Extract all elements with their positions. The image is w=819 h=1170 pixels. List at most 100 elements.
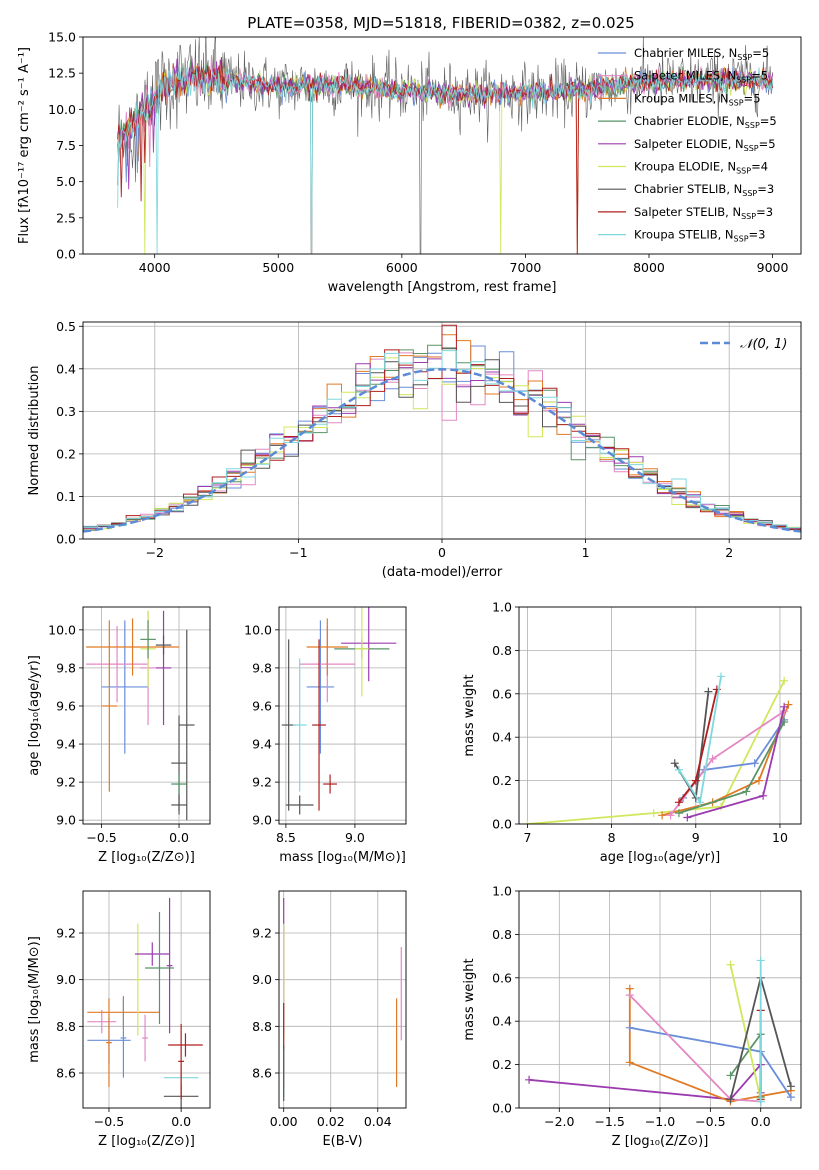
legend-name: Chabrier ELODIE [634, 114, 729, 128]
y-tick-label: 7.5 [56, 138, 76, 153]
x-tick-label: −0.5 [695, 1114, 725, 1129]
legend-nssp-prefix: , N [720, 69, 736, 83]
y-tick-label: 2.5 [56, 210, 76, 225]
legend-nssp-eq: = [757, 182, 767, 196]
y-axis-label: Normed distribution [27, 366, 42, 496]
y-tick-label: 10.0 [48, 102, 76, 117]
spectrum-line-0 [117, 66, 774, 183]
y-tick-label: 0.0 [56, 532, 76, 547]
y-tick-label: 0.8 [492, 643, 512, 658]
panel-z-age: −0.5 0.0 9.0 9.2 9.4 9.6 9.8 10.0 Z [log₁₀(Z/Z⊙)… [27, 606, 211, 865]
weight-marker [625, 1058, 634, 1067]
x-tick-label: −2.0 [544, 1114, 574, 1129]
legend-nssp-prefix: , N [718, 228, 734, 242]
weight-marker [704, 687, 713, 696]
x-axis-label: age [log₁₀(age/yr)] [600, 850, 721, 865]
legend-label: Salpeter ELODIE, NSSP=5 [634, 137, 776, 153]
legend-nssp-value: 5 [768, 137, 775, 151]
axes-frame [82, 36, 802, 255]
legend-label: Chabrier MILES, NSSP=5 [634, 46, 769, 62]
weight-line-3 [678, 721, 785, 814]
legend-label: Kroupa STELIB, NSSP=3 [634, 228, 766, 244]
y-tick-label: 9.0 [252, 972, 272, 987]
x-axis-label: mass [log₁₀(M/M⊙)] [279, 850, 406, 865]
legend-nssp-eq: = [749, 228, 759, 242]
weight-marker [726, 1071, 735, 1080]
legend-label: Kroupa MILES, NSSP=5 [634, 91, 761, 107]
legend-nssp-prefix: , N [729, 114, 745, 128]
legend-nssp-eq: = [760, 114, 770, 128]
axes-frame [82, 606, 211, 825]
legend-nssp-sub: SSP [741, 212, 756, 221]
y-tick-label: 0.4 [492, 1014, 512, 1029]
legend-nssp-value: 3 [767, 182, 774, 196]
y-tick-label: 0.4 [492, 730, 512, 745]
weight-line-4 [687, 706, 786, 819]
x-axis-label: Z [log₁₀(Z/Z⊙)] [98, 850, 195, 865]
x-tick-label: 9.0 [345, 830, 365, 845]
legend-label: Salpeter STELIB, NSSP=3 [634, 205, 773, 221]
y-tick-label: 9.2 [56, 775, 76, 790]
y-tick-label: 0.4 [56, 361, 76, 376]
y-axis-label: Flux [fλ10⁻¹⁷ erg cm⁻² s⁻¹ A⁻¹] [17, 47, 32, 244]
weight-marker [759, 791, 768, 800]
weight-marker [750, 759, 759, 768]
panel-z-weight: −2.0 −1.5 −1.0 −0.5 0.0 0.0 0.2 0.4 0.6 0.8 1.0 Z [… [462, 884, 802, 1149]
panel-z-mass: −0.5 0.0 8.6 8.8 9.0 9.2 Z [log₁₀(Z/Z⊙)] mass [… [27, 890, 211, 1149]
weight-marker [708, 754, 717, 763]
panel-age-weight: 7 8 9 10 0.0 0.2 0.4 0.6 0.8 1.0 age [log₁₀(age/yr… [462, 600, 802, 865]
plot-area-mass-age [281, 607, 397, 815]
axes-frame [518, 890, 802, 1109]
y-tick-label: 12.5 [48, 66, 76, 81]
x-tick-label: 0.04 [364, 1114, 392, 1129]
x-tick-label: 0.0 [751, 1114, 771, 1129]
axes-frame [278, 606, 407, 825]
panel-spectrum: 4000 5000 6000 7000 8000 9000 0.0 2.5 5.0 7.5 10.0… [17, 14, 802, 295]
legend-label: Chabrier ELODIE, NSSP=5 [634, 114, 777, 130]
panel-mass-age: 8.5 9.0 9.0 9.2 9.4 9.6 9.8 10.0 mass [log₁₀(M/M… [244, 606, 407, 865]
weight-marker [625, 1023, 634, 1032]
x-tick-label: 7 [523, 830, 531, 845]
x-tick-label: −0.5 [94, 1114, 124, 1129]
legend-label-normal: 𝒩(0, 1) [740, 337, 787, 352]
weight-marker [666, 811, 675, 820]
legend-nssp-sub: SSP [736, 76, 751, 85]
y-axis-label: mass weight [462, 958, 477, 1040]
y-tick-label: 0.0 [56, 247, 76, 262]
weight-marker [784, 700, 793, 709]
legend-nssp-sub: SSP [736, 167, 751, 176]
y-tick-label: 9.4 [252, 737, 272, 752]
histogram-series-5 [83, 357, 801, 531]
weight-marker [786, 1082, 795, 1091]
y-tick-label: 8.6 [56, 1066, 76, 1081]
y-tick-label: 0.6 [492, 970, 512, 985]
y-tick-label: 0.3 [56, 404, 76, 419]
x-tick-label: 1 [582, 545, 590, 560]
legend-nssp-eq: = [752, 46, 762, 60]
axes-frame [278, 890, 407, 1109]
plot-area-z-mass [87, 898, 203, 1108]
weight-marker [695, 798, 704, 807]
y-tick-label: 0.2 [56, 446, 76, 461]
legend-nssp-value: 4 [761, 160, 768, 174]
x-tick-label: 2 [725, 545, 733, 560]
y-tick-label: 0.2 [492, 773, 512, 788]
y-tick-label: 0.2 [492, 1057, 512, 1072]
legend-name: Chabrier MILES [634, 46, 721, 60]
legend-nssp-sub: SSP [745, 121, 760, 130]
legend-nssp-eq: = [751, 69, 761, 83]
y-tick-label: 5.0 [56, 174, 76, 189]
weight-marker [742, 787, 751, 796]
weight-marker [786, 1093, 795, 1102]
weight-line-1 [669, 710, 785, 816]
weight-marker [726, 960, 735, 969]
weight-line-3 [729, 1031, 762, 1098]
plot-area-ebv-mass [283, 898, 402, 1101]
axes-frame [82, 321, 802, 540]
x-tick-label: 4000 [139, 260, 171, 275]
y-tick-label: 8.6 [252, 1066, 272, 1081]
weight-line-5 [729, 964, 762, 1100]
spectrum-line-8 [117, 64, 774, 254]
legend-nssp-sub: SSP [742, 189, 757, 198]
